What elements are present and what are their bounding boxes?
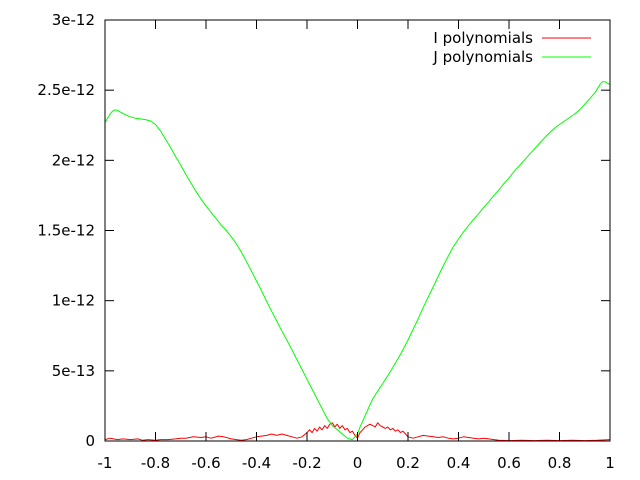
x-tick-label: 0.6 xyxy=(497,454,521,472)
x-tick-label: 0.2 xyxy=(396,454,420,472)
y-tick-label: 0 xyxy=(85,432,95,450)
y-tick-label: 5e-13 xyxy=(52,362,95,380)
y-tick-label: 3e-12 xyxy=(52,11,95,29)
series-layer xyxy=(104,81,611,442)
legend-label: I polynomials xyxy=(433,29,533,47)
x-tick-label: 0 xyxy=(353,454,363,472)
x-tick-label: -0.6 xyxy=(191,454,220,472)
series-line-j-polynomials xyxy=(104,81,611,441)
x-tick-label: 1 xyxy=(605,454,615,472)
y-tick-label: 2.5e-12 xyxy=(37,81,95,99)
ticks-layer: -1 -0.8 -0.6 -0.4 -0.2 0 0.2 0.4 0.6 0.8 1 0 5e-13 1e… xyxy=(37,11,614,472)
x-tick-label: 0.4 xyxy=(447,454,471,472)
x-tick-label: -0.8 xyxy=(141,454,170,472)
x-tick-label: -0.4 xyxy=(242,454,271,472)
x-tick-label: -1 xyxy=(98,454,113,472)
plot-frame xyxy=(104,19,611,442)
x-tick-label: 0.8 xyxy=(548,454,572,472)
x-tick-label: -0.2 xyxy=(292,454,321,472)
y-tick-label: 1e-12 xyxy=(52,292,95,310)
y-tick-label: 2e-12 xyxy=(52,151,95,169)
legend-label: J polynomials xyxy=(432,48,533,66)
y-tick-label: 1.5e-12 xyxy=(37,222,95,240)
